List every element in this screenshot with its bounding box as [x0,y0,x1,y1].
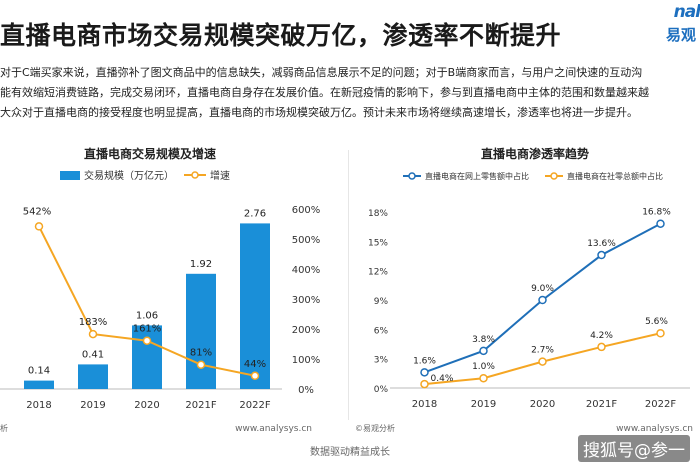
growth-point [250,371,260,381]
source-right: www.analysys.cn [616,424,693,434]
bar [132,325,162,389]
series-point [656,219,665,228]
y-tick-label: 3% [374,356,389,366]
point-value-label: 0.4% [431,374,454,384]
y2-tick-label: 100% [292,355,321,366]
source-left: ©易观分析 [355,423,395,433]
legend-series-label: 直播电商在网上零售额中占比 [425,171,529,181]
chart-title: 直播电商渗透率趋势 [481,146,589,161]
legend-line-label: 增速 [210,169,230,182]
y-tick-label: 18% [368,209,388,219]
paragraph-line: 大众对于直播电商的接受程度也明显提高，直播电商的市场规模突破万亿。预计未来市场将… [0,106,638,119]
y-tick-label: 12% [368,268,388,278]
x-tick-label: 2020 [530,399,555,410]
growth-value-label: 183% [79,317,108,328]
chart-divider [348,150,349,420]
logo-text: 易观 [665,26,696,44]
transaction-scale-chart: 直播电商交易规模及增速 交易规模（万亿元） 增速 0% 100% 200% 300% 400%… [0,137,340,437]
x-tick-label: 2021F [185,400,216,411]
point-value-label: 13.6% [587,239,616,249]
bar [240,223,270,389]
intro-paragraph: 对于C端买家来说，直播弥补了图文商品中的信息缺失，减弱商品信息展示不足的问题；对… [0,63,700,123]
point-value-label: 2.7% [531,346,554,356]
growth-value-label: 81% [190,348,212,359]
point-value-label: 3.8% [472,335,495,345]
series-point [538,295,547,305]
growth-value-label: 44% [244,359,266,370]
series-point [538,357,547,366]
series-point [479,373,488,383]
x-tick-label: 2019 [80,400,105,411]
page-title: 直播电商市场交易规模突破万亿，渗透率不断提升 [0,21,562,50]
source-left: 析 [0,423,8,433]
x-tick-label: 2019 [471,399,496,410]
y2-tick-label: 500% [292,235,321,246]
x-tick-label: 2018 [412,399,437,410]
penetration-chart: 直播电商渗透率趋势直播电商在网上零售额中占比 直播电商在社零总额中占比 0% 3% 6%… [355,137,695,437]
bar-value-label: 1.92 [190,259,212,270]
x-tick-label: 2021F [586,399,617,410]
x-tick-label: 2018 [26,400,51,411]
legend-bar-label: 交易规模（万亿元） [84,169,174,182]
series-point [420,368,429,377]
y2-tick-label: 300% [292,295,321,306]
y-tick-label: 0% [374,385,389,395]
series-point [420,379,429,389]
y-tick-label: 15% [368,238,388,248]
chart-title: 直播电商交易规模及增速 [84,146,216,161]
footer-slogan: 数据驱动精益成长 [310,447,390,458]
legend-line-marker [550,172,558,180]
point-value-label: 5.6% [645,317,668,327]
paragraph-line: 对于C端买家来说，直播弥补了图文商品中的信息缺失，减弱商品信息展示不足的问题；对… [0,66,643,79]
legend-line-marker [408,172,416,180]
growth-point [34,222,44,231]
logo-mark: nal [673,2,700,22]
bar-value-label: 2.76 [244,208,266,219]
y-tick-label: 9% [374,297,389,307]
paragraph-line: 能有效缩短消费链路，完成交易闭环，直播电商自身存在发展价值。在新冠疫情的影响下，… [0,86,649,99]
point-value-label: 4.2% [590,331,613,341]
point-value-label: 1.0% [472,362,495,372]
growth-value-label: 542% [23,206,52,217]
growth-point [88,329,98,339]
series-point [479,346,488,356]
series-point [656,328,665,338]
series-point [597,342,606,352]
bar [186,273,216,389]
y-tick-label: 6% [374,326,389,336]
y2-tick-label: 0% [298,385,314,396]
x-tick-label: 2022F [645,399,676,410]
point-value-label: 9.0% [531,284,554,294]
x-tick-label: 2022F [239,400,270,411]
x-tick-label: 2020 [134,400,159,411]
growth-point [196,360,206,369]
source-right: www.analysys.cn [235,424,312,434]
legend-line-marker [191,171,199,179]
bar-value-label: 1.06 [136,310,158,321]
source-watermark: 搜狐号@参一 [578,435,690,462]
point-value-label: 1.6% [413,356,436,366]
point-value-label: 16.8% [642,208,671,218]
bar-value-label: 0.41 [82,349,104,360]
legend-bar-swatch [60,171,80,180]
series-point [597,250,606,260]
y2-tick-label: 600% [292,205,321,216]
bar [78,364,108,389]
bar-value-label: 0.14 [28,366,50,377]
y2-tick-label: 400% [292,265,321,276]
y2-tick-label: 200% [292,325,321,336]
growth-value-label: 161% [133,324,162,335]
legend-series-label: 直播电商在社零总额中占比 [567,171,663,181]
growth-point [142,336,152,345]
bar [24,380,54,389]
